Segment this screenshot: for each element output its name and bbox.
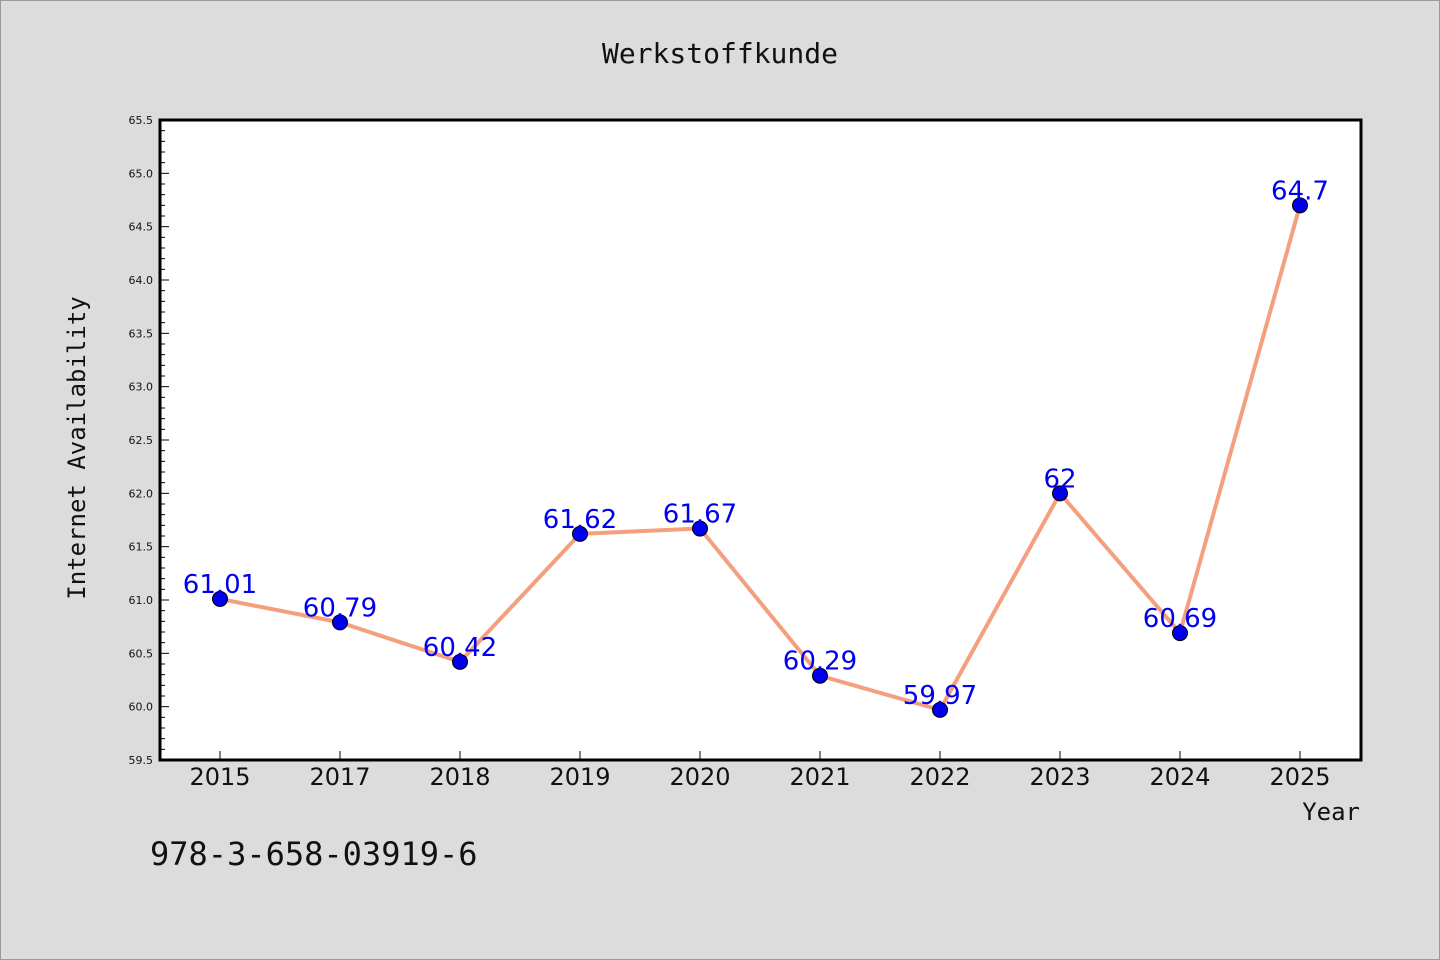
- x-tick-label: 2024: [1149, 763, 1210, 791]
- x-tick-label: 2017: [309, 763, 370, 791]
- data-point: [572, 525, 588, 542]
- y-tick-label: 64.0: [129, 274, 154, 287]
- x-tick-label: 2019: [549, 763, 610, 791]
- x-tick-label: 2018: [429, 763, 490, 791]
- y-tick-label: 60.5: [129, 647, 154, 660]
- data-point: [452, 653, 468, 670]
- y-tick-label: 63.5: [129, 327, 154, 340]
- x-axis-label: Year: [1302, 798, 1360, 826]
- data-label: 64.7: [1271, 176, 1329, 206]
- y-tick-label: 62.5: [129, 434, 154, 447]
- data-label: 61.62: [543, 505, 617, 535]
- y-tick-label: 65.5: [129, 114, 154, 127]
- x-tick-label: 2020: [669, 763, 730, 791]
- data-label: 60.29: [783, 647, 857, 677]
- data-point: [692, 520, 708, 537]
- data-label: 59.97: [903, 681, 977, 711]
- data-point: [212, 590, 228, 607]
- x-tick-label: 2021: [789, 763, 850, 791]
- data-point: [1052, 485, 1068, 502]
- series-line: [219, 204, 1302, 712]
- data-label: 62: [1043, 464, 1076, 494]
- data-point: [1292, 197, 1308, 214]
- y-tick-label: 59.5: [129, 754, 154, 767]
- y-tick-label: 62.0: [129, 487, 154, 500]
- x-tick-label: 2023: [1029, 763, 1090, 791]
- y-tick-label: 61.5: [129, 541, 154, 554]
- y-tick-label: 60.0: [129, 701, 154, 714]
- x-tick-label: 2022: [909, 763, 970, 791]
- data-label: 61.67: [663, 500, 737, 530]
- chart-title: Werkstoffkunde: [602, 37, 838, 70]
- y-axis-label: Internet Availability: [63, 296, 91, 599]
- plot-area: [160, 120, 1361, 760]
- data-point: [1172, 625, 1188, 642]
- x-tick-label: 2025: [1269, 763, 1330, 791]
- series-group: 61.01 60.79 60.42 61.62 61.67 60.29 59.97 62 60.…: [183, 176, 1329, 718]
- y-tick-label: 65.0: [129, 167, 154, 180]
- data-label: 60.42: [423, 633, 497, 663]
- x-axis: 2015 2017 2018 2019 2020 2021 2022 2023 2024 2025: [189, 751, 1331, 791]
- y-tick-label: 61.0: [129, 594, 154, 607]
- data-point: [932, 701, 948, 718]
- data-point: [332, 614, 348, 631]
- y-tick-label: 64.5: [129, 221, 154, 234]
- footer-isbn: 978-3-658-03919-6: [150, 835, 478, 873]
- data-point: [812, 667, 828, 684]
- x-tick-label: 2015: [189, 763, 250, 791]
- data-label: 60.69: [1143, 604, 1217, 634]
- data-label: 61.01: [183, 570, 257, 600]
- y-tick-label: 63.0: [129, 381, 154, 394]
- data-label: 60.79: [303, 593, 377, 623]
- plot-frame: [158, 118, 1363, 762]
